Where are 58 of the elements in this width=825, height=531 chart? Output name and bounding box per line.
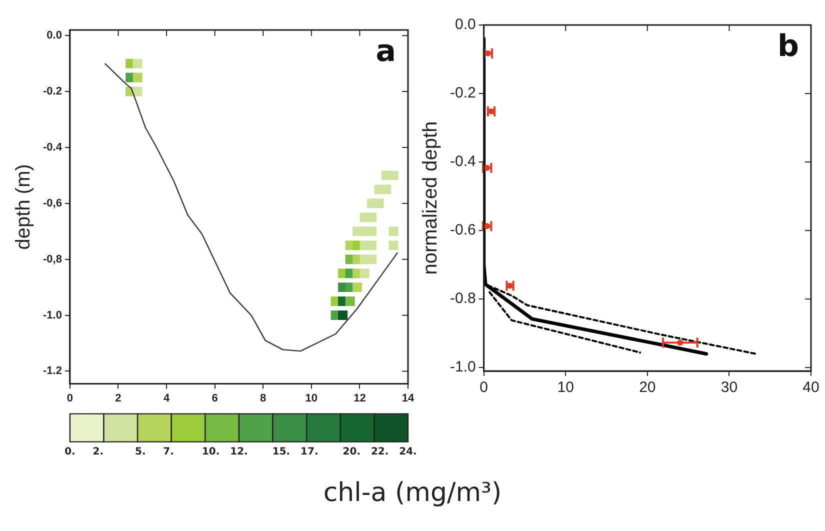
color-bar-label: 2. <box>92 446 104 458</box>
point <box>367 226 377 236</box>
point <box>338 310 348 320</box>
point <box>132 86 142 96</box>
x-tick-label: 14 <box>402 392 415 404</box>
x-tick-label: 0 <box>480 379 488 396</box>
y-tick-label: -0.2 <box>450 84 476 102</box>
point <box>367 212 377 222</box>
y-tick-label: 0.0 <box>46 30 62 42</box>
x-tick-label: 12 <box>354 392 366 404</box>
color-bar-label: 12. <box>230 446 248 458</box>
point <box>388 170 398 180</box>
point <box>132 58 142 68</box>
color-bar-label: 24. <box>399 446 417 458</box>
color-bar-label: 22. <box>370 446 389 458</box>
y-tick-label: -1.0 <box>450 358 476 376</box>
y-tick-label: -0,8 <box>42 253 62 266</box>
x-tick-label: 10 <box>557 379 574 396</box>
y-tick-label: -1.2 <box>42 365 62 378</box>
color-bar-label: 20. <box>342 446 361 458</box>
color-bar-label: 7. <box>163 446 174 458</box>
y-axis-title: normalized depth <box>420 121 442 275</box>
color-bar-label: 15. <box>272 446 290 458</box>
color-bar-label: 17. <box>300 446 318 458</box>
annotation: b <box>778 28 799 64</box>
x-tick-label: 4 <box>163 392 170 404</box>
x-tick-label: 20 <box>639 379 656 396</box>
annotation: a <box>376 34 396 69</box>
point <box>352 282 362 292</box>
color-bar-label: 10. <box>202 446 220 458</box>
x-tick-label: 2 <box>115 392 122 404</box>
y-tick-label: -0.2 <box>42 86 62 98</box>
y-tick-label: -0.4 <box>42 142 63 154</box>
y-tick-label: -0,6 <box>42 197 62 210</box>
color-bar-label: 5. <box>135 446 146 458</box>
y-tick-label: -0.4 <box>450 153 476 170</box>
y-tick-label: 0.0 <box>454 16 476 34</box>
x-tick-label: 30 <box>720 379 738 396</box>
x-tick-label: 10 <box>305 392 318 404</box>
y-tick-label: -1.0 <box>42 309 62 322</box>
point <box>374 198 384 208</box>
y-tick-label: -0.8 <box>450 290 476 308</box>
y-axis-title: depth (m) <box>12 164 35 250</box>
point <box>388 226 398 236</box>
point <box>132 72 142 82</box>
x-tick-label: 8 <box>260 392 266 404</box>
color-bar-label: 0. <box>64 446 76 458</box>
x-tick-label: 0 <box>66 392 74 404</box>
point <box>367 240 377 250</box>
point <box>382 184 392 194</box>
point <box>388 240 398 250</box>
point <box>367 254 377 264</box>
x-tick-label: 6 <box>212 392 218 404</box>
point <box>360 268 370 278</box>
point <box>345 296 355 306</box>
y-tick-label: -0.6 <box>450 222 476 239</box>
x-axis-title: chl-a (mg/m³) <box>322 478 503 508</box>
x-tick-label: 40 <box>802 379 820 396</box>
